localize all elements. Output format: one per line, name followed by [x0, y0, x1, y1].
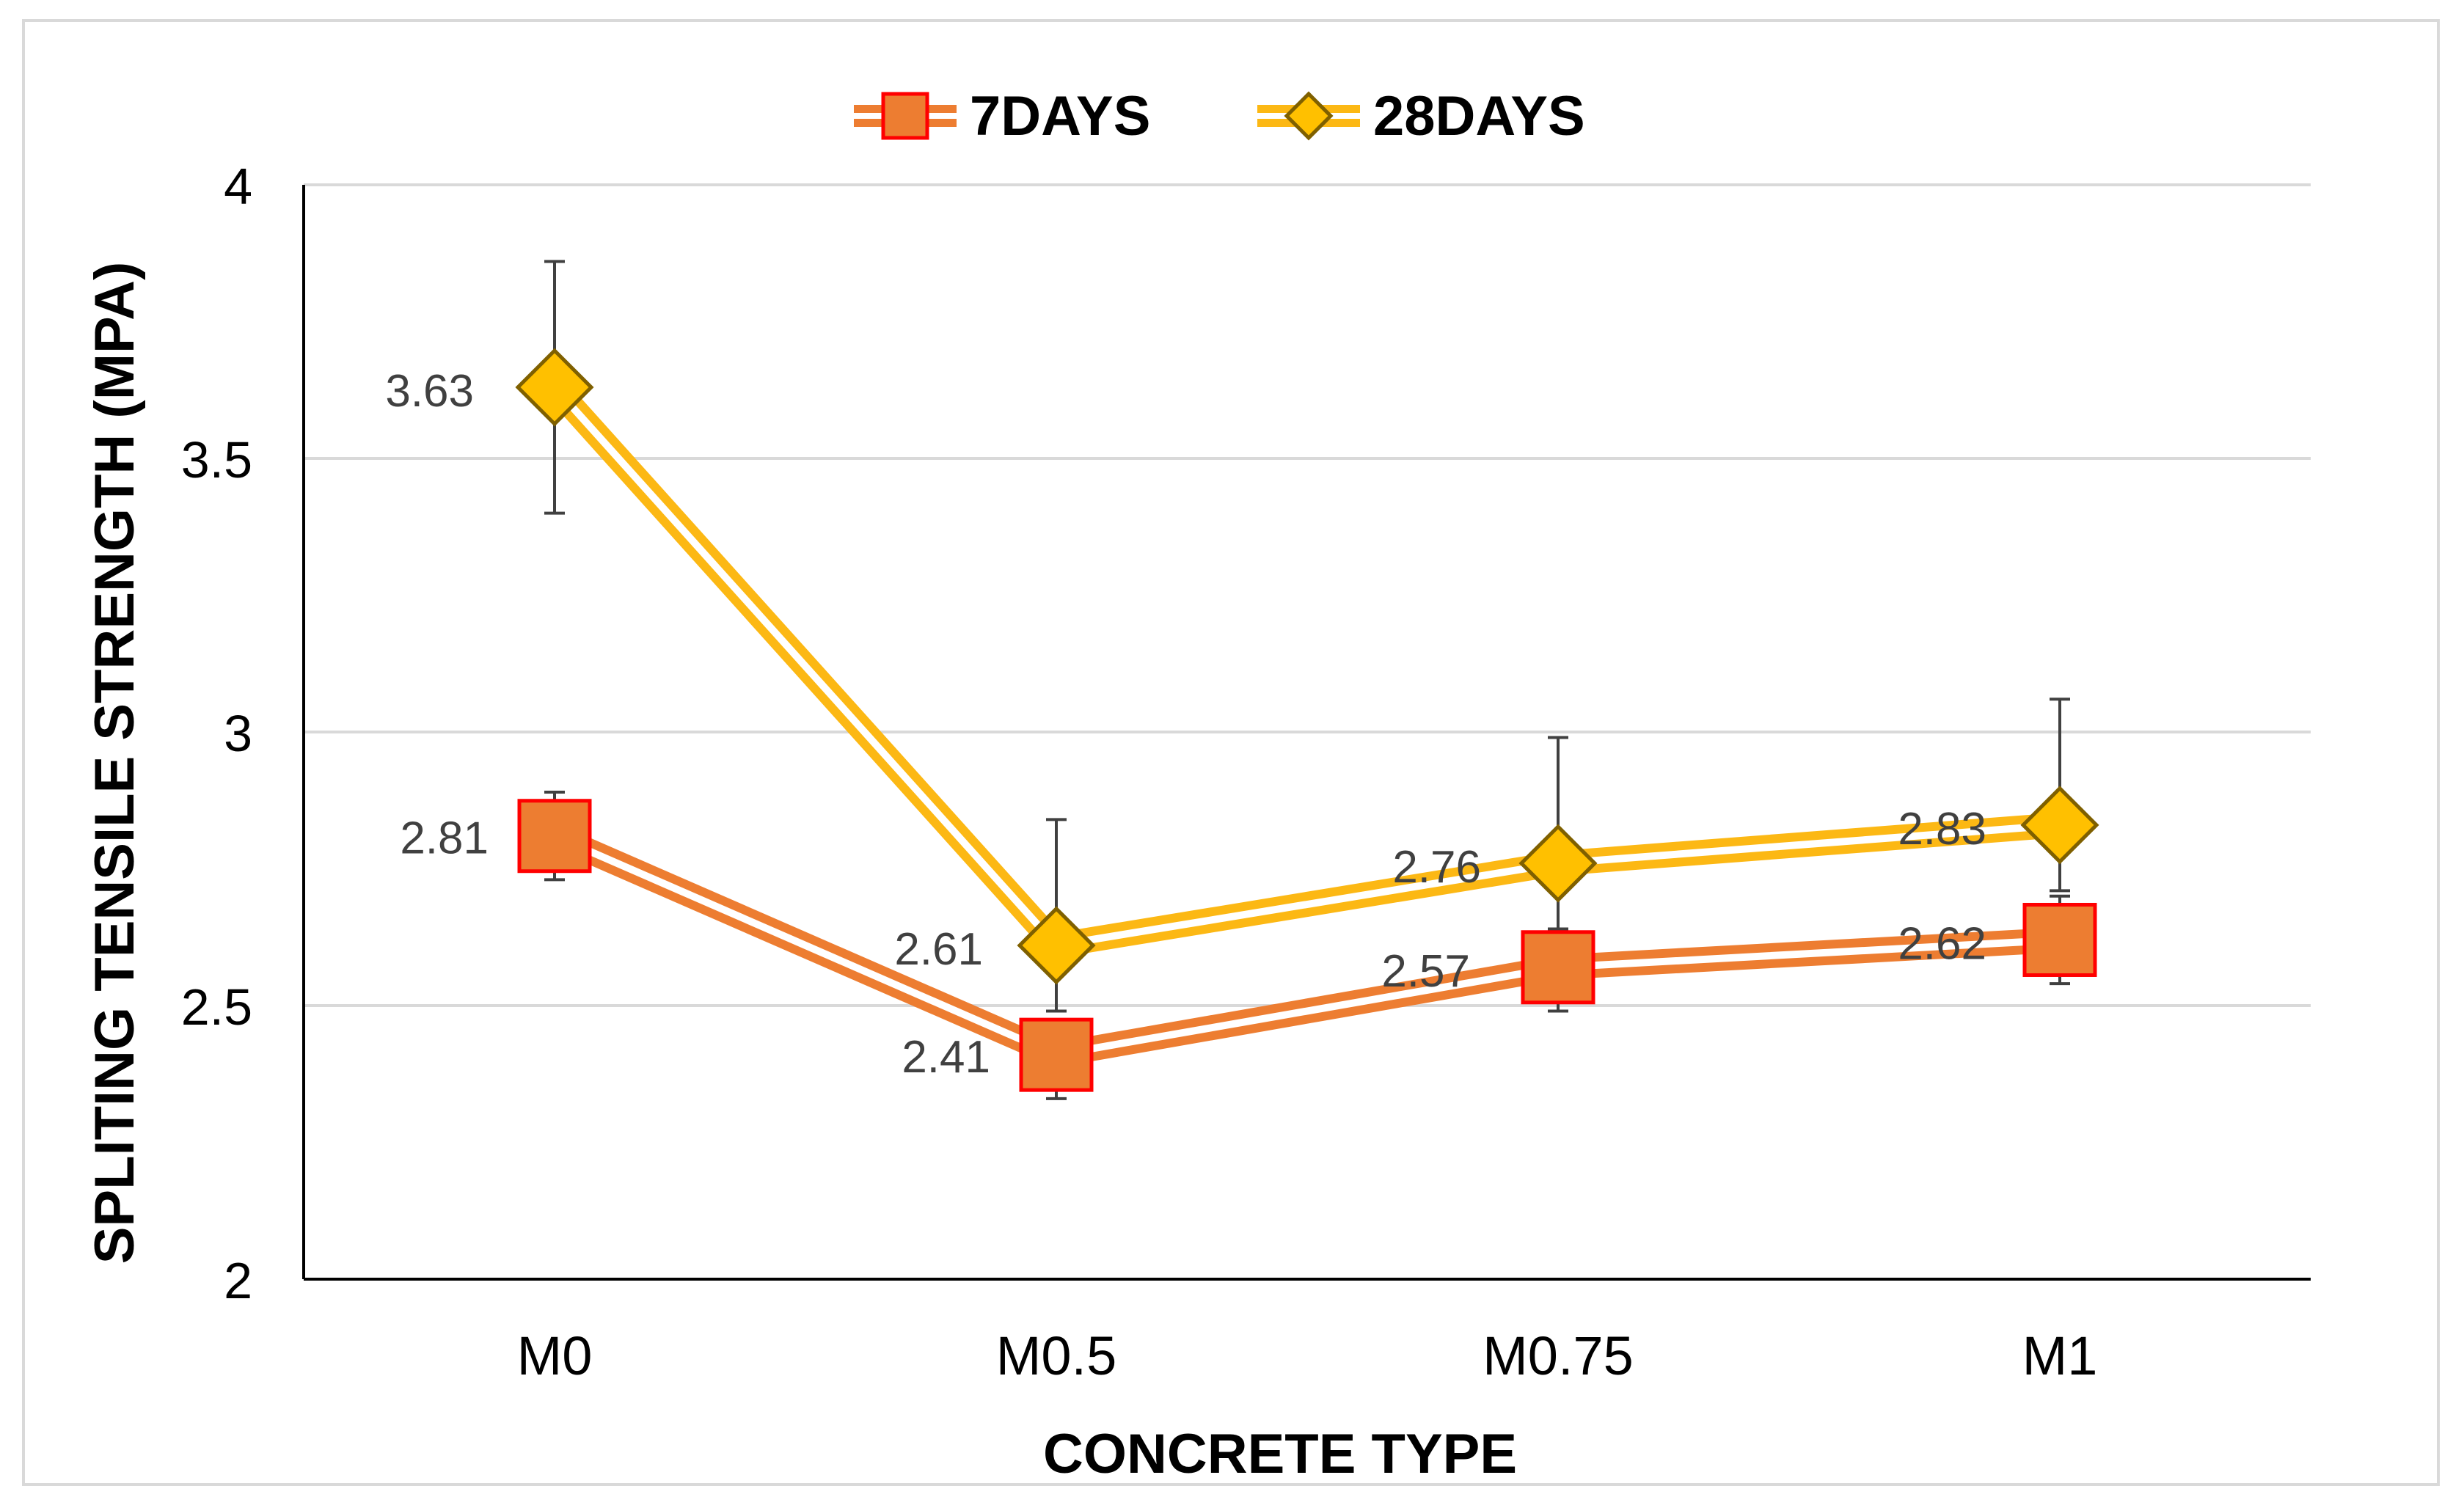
x-tick-label: M0.5	[996, 1325, 1117, 1386]
data-label-28days: 2.83	[1898, 804, 1986, 854]
data-label-28days: 2.76	[1392, 842, 1481, 893]
data-label-7days: 2.57	[1381, 946, 1470, 997]
marker-7days-m0.5	[1019, 1017, 1094, 1092]
marker-28days-m0.75	[1518, 824, 1598, 903]
line-chart: 2 2.5 3 3.5 4 M0 M0.5 M0.75 M1 2.81 2.41 2.57 2.62 3…	[84, 85, 2311, 1485]
data-label-7days: 2.41	[902, 1032, 990, 1083]
data-labels: 2.81 2.41 2.57 2.62 3.63 2.61 2.76 2.83	[385, 366, 1986, 1083]
series-line-28days-gap	[552, 384, 2061, 949]
data-label-7days: 2.62	[1898, 918, 1986, 969]
series-line-7days-gap	[553, 832, 2061, 1059]
data-label-28days: 3.63	[385, 366, 474, 417]
y-tick-label: 3	[224, 705, 252, 762]
y-tick-label: 2	[224, 1252, 252, 1309]
series-line-7days	[549, 824, 2061, 1068]
y-tick-label: 2.5	[181, 978, 252, 1036]
legend: 7DAYS 28DAYS	[854, 85, 1585, 147]
marker-28days-m1	[2020, 786, 2099, 865]
data-label-7days: 2.81	[400, 813, 489, 864]
chart-frame: 2 2.5 3 3.5 4 M0 M0.5 M0.75 M1 2.81 2.41 2.57 2.62 3…	[22, 19, 2440, 1486]
x-tick-label: M1	[2022, 1325, 2098, 1386]
data-label-28days: 2.61	[894, 924, 983, 975]
marker-7days-m0.75	[1521, 930, 1595, 1005]
series-line-28days	[545, 378, 2061, 958]
marker-7days-m1	[2022, 902, 2097, 977]
marker-28days-m0	[515, 348, 594, 427]
legend-marker-7days	[881, 92, 929, 140]
x-tick-label: M0	[517, 1325, 593, 1386]
axes: 2 2.5 3 3.5 4 M0 M0.5 M0.75 M1	[181, 158, 2311, 1386]
legend-label-28days: 28DAYS	[1373, 85, 1585, 147]
x-tick-label: M0.75	[1483, 1325, 1634, 1386]
marker-7days-m0	[517, 799, 592, 874]
y-tick-label: 4	[224, 158, 252, 215]
gridlines	[304, 183, 2311, 1007]
y-tick-label: 3.5	[181, 431, 252, 488]
series	[515, 260, 2099, 1100]
legend-label-7days: 7DAYS	[970, 85, 1150, 147]
y-axis-title: SPLITING TENSILE STRENGTH (MPA)	[84, 262, 146, 1264]
x-axis-title: CONCRETE TYPE	[1043, 1423, 1517, 1485]
marker-28days-m0.5	[1017, 906, 1096, 985]
legend-marker-28days	[1284, 91, 1334, 141]
